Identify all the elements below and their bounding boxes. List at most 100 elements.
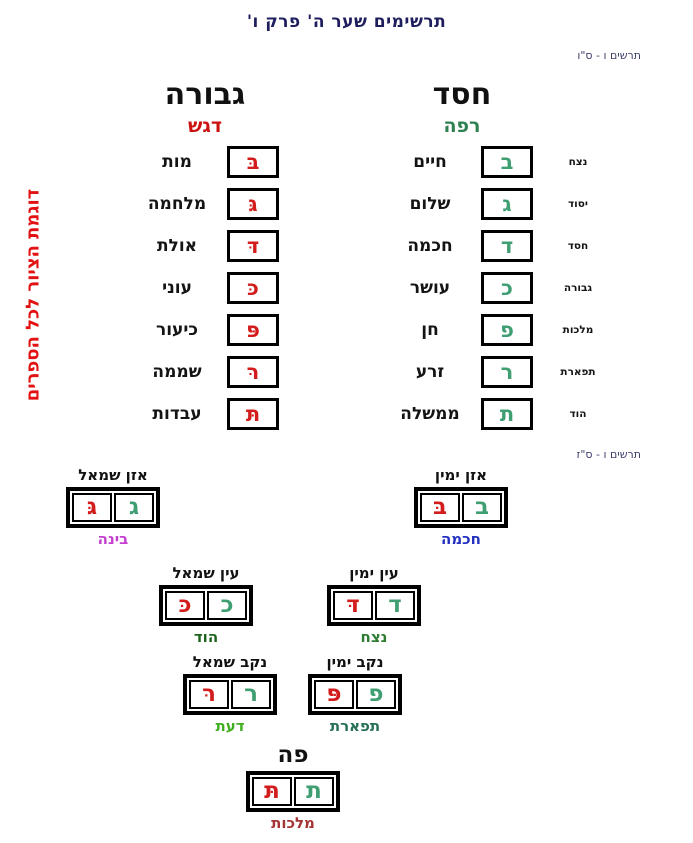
dagesh-cell: דּ [333,591,373,620]
dagesh-letter: פּ [246,317,260,342]
dagesh-letter-box: גּ [227,188,279,220]
sefirah-label: הוד [569,408,587,420]
dagesh-letter: כּ [247,275,259,300]
dagesh-cell: גּ [72,493,112,522]
rafeh-letter: פ [500,317,514,342]
rafeh-letter-box: ר [481,356,533,388]
dagesh-letter: תּ [245,401,261,426]
rafeh-letter: ב [500,149,514,174]
organ-block-left-eye: עין שמאל כּ כ הוד [131,564,281,646]
chesed-title: חסד [432,77,492,112]
organ-block-left-nostril: נקב שמאל רּ ר דעת [155,653,305,735]
rafeh-letter: ת [499,401,515,426]
sefirah-label: נצח [568,156,588,168]
organ-block-left-ear: אזן שמאל גּ ג בינה [38,466,188,548]
rafeh-cell: ד [375,591,415,620]
gevurah-title: גבורה [164,77,246,112]
rafeh-cell: פ [356,680,396,709]
dagesh-letter: דּ [246,233,260,258]
rafeh-cell: ר [231,680,271,709]
rafeh-cell: ב [462,493,502,522]
rafeh-word: עושר [409,278,451,298]
organ-block-right-ear: אזן ימין בּ ב חכמה [386,466,536,548]
diagram-caption-1: תרשים ו - ס"ו [577,49,641,62]
letter-pair-box: פּ פ [308,674,402,715]
dagesh-letter: גּ [86,494,98,520]
dagesh-letter: תּ [264,778,280,804]
rafeh-word: זרע [415,362,445,382]
diagram-caption-2: תרשים ו - ס"ז [576,448,641,461]
sefirah-label: מלכות [562,324,594,336]
rafeh-letter-box: כ [481,272,533,304]
dagesh-word: אולת [156,236,198,256]
dagesh-cell: בּ [420,493,460,522]
letter-pair-box: בּ ב [414,487,508,528]
dagesh-letter: רּ [202,681,216,707]
column-header-chesed: חסד רפה [382,77,542,138]
sefirah-label: גבורה [563,282,593,294]
organ-sefirah-label: חכמה [441,530,481,548]
rafeh-letter: ר [500,359,514,384]
organ-sefirah-label: מלכות [271,814,315,832]
page-title: תרשימים שער ה' פרק ו' [246,12,447,32]
dagesh-word: עבדות [152,404,202,424]
dagesh-cell: פּ [314,680,354,709]
dagesh-word: שממה [152,362,202,382]
rafeh-word: ממשלה [400,404,460,424]
rafeh-cell: כ [207,591,247,620]
rafeh-letter: ג [502,191,512,216]
dagesh-cell: רּ [189,680,229,709]
rafeh-word: חן [421,320,439,340]
letter-pair-box: תּ ת [246,771,340,812]
rafeh-letter: פ [368,681,384,707]
letter-pair-box: רּ ר [183,674,277,715]
dagesh-word: עוני [162,278,192,298]
organ-title: פה [277,742,309,768]
rafeh-letter-box: ב [481,146,533,178]
organ-block-mouth: פה תּ ת מלכות [218,742,368,832]
dagesh-word: מלחמה [147,194,207,214]
sefirah-label: תפארת [560,366,596,378]
organ-title: נקב שמאל [192,653,268,671]
organ-title: עין שמאל [172,564,240,582]
dagesh-letter: בּ [246,149,260,174]
organ-block-right-eye: עין ימין דּ ד נצח [299,564,449,646]
side-note: דוגמת הציור לכל הספרים [22,188,44,402]
dagesh-word: כיעור [155,320,199,340]
organ-sefirah-label: הוד [193,628,219,646]
dagesh-letter: דּ [346,592,360,618]
organ-sefirah-label: נצח [360,628,388,646]
rafeh-letter-box: פ [481,314,533,346]
rafeh-letter: ב [474,494,490,520]
dagesh-letter-box: תּ [227,398,279,430]
rafeh-letter-box: ד [481,230,533,262]
rafeh-letter-box: ת [481,398,533,430]
dagesh-letter-box: כּ [227,272,279,304]
rafeh-letter: כ [220,592,234,618]
organ-title: אזן ימין [434,466,488,484]
organ-sefirah-label: תפארת [329,717,381,735]
organ-block-right-nostril: נקב ימין פּ פ תפארת [280,653,430,735]
organ-title: אזן שמאל [78,466,148,484]
column-header-gevurah: גבורה דגש [125,77,285,138]
dagesh-letter-box: בּ [227,146,279,178]
organ-title: נקב ימין [326,653,384,671]
dagesh-letter: בּ [432,494,448,520]
dagesh-letter: גּ [248,191,258,216]
rafeh-cell: ג [114,493,154,522]
letter-pair-box: כּ כ [159,585,253,626]
rafeh-letter: ד [500,233,514,258]
letter-pair-box: דּ ד [327,585,421,626]
rafeh-cell: ת [294,777,334,806]
dagesh-label: דגש [187,115,223,137]
dagesh-letter-box: דּ [227,230,279,262]
rafeh-letter-box: ג [481,188,533,220]
organ-sefirah-label: בינה [97,530,129,548]
rafeh-word: חיים [413,152,447,172]
rafeh-letter: כ [501,275,513,300]
organ-sefirah-label: דעת [215,717,245,735]
dagesh-letter: רּ [246,359,260,384]
dagesh-cell: תּ [252,777,292,806]
rafeh-letter: ג [128,494,140,520]
dagesh-letter: כּ [178,592,192,618]
